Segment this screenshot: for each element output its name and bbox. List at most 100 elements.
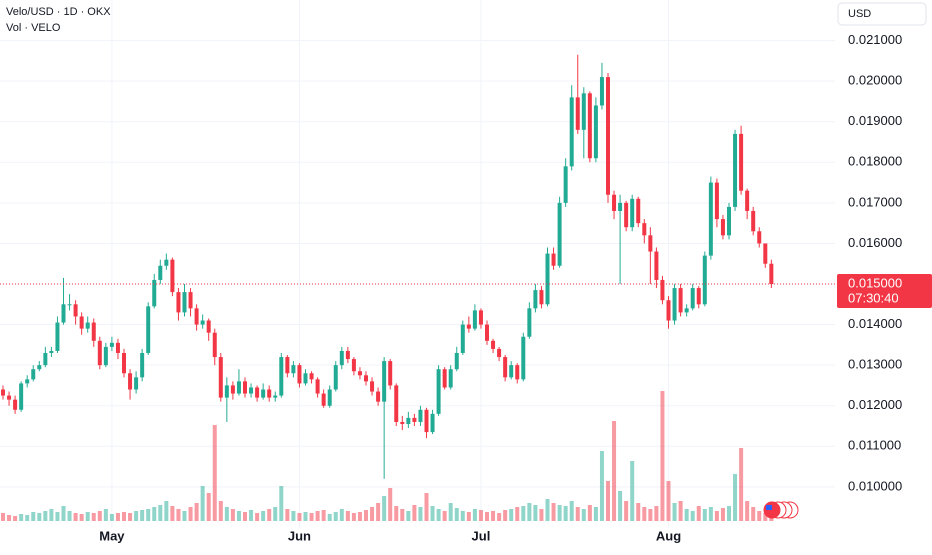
candle-body — [509, 365, 514, 378]
y-tick-label: 0.019000 — [848, 113, 902, 128]
volume-bar — [581, 509, 586, 521]
candle-body — [599, 77, 604, 106]
y-tick-label: 0.020000 — [848, 73, 902, 88]
candle-body — [351, 359, 356, 372]
currency[interactable]: USD — [848, 8, 871, 20]
volume-bar — [61, 506, 66, 521]
candle-body — [400, 421, 405, 424]
volume-bar — [67, 511, 72, 521]
candle-body — [587, 93, 592, 159]
volume-bar — [297, 513, 302, 521]
volume-bar — [103, 509, 108, 521]
candle-body — [297, 365, 302, 384]
candle-body — [291, 365, 296, 374]
candle-body — [672, 288, 677, 321]
volume-bar — [388, 488, 393, 521]
candle-body — [630, 198, 635, 228]
volume-bar — [702, 509, 707, 521]
volume-bar — [727, 506, 731, 521]
candle-body — [103, 346, 108, 366]
volume-bar — [612, 421, 617, 521]
candle-body — [303, 373, 308, 384]
volume-bar — [606, 481, 610, 521]
volume-bar — [491, 511, 496, 521]
candle-body — [727, 206, 731, 236]
volume-bar — [448, 503, 453, 521]
volume-bar — [563, 506, 568, 521]
volume-bar — [382, 496, 387, 521]
volume-bar — [503, 510, 508, 521]
volume-bar — [624, 501, 629, 521]
candle-body — [333, 365, 338, 390]
volume-bar — [176, 509, 181, 521]
volume-bar — [19, 514, 24, 521]
volume-bar — [515, 507, 520, 521]
volume-bar — [206, 493, 211, 521]
volume-bar — [200, 486, 205, 521]
volume-bar — [599, 451, 604, 521]
volume-bar — [394, 506, 399, 521]
volume-bar — [224, 507, 229, 521]
candle-body — [345, 350, 350, 360]
candle-body — [218, 357, 223, 398]
volume-bar — [273, 507, 278, 521]
volume-bar — [654, 506, 659, 521]
volume-bar — [351, 513, 356, 521]
volume-bar — [158, 505, 163, 521]
volume-bar — [720, 508, 725, 521]
candle-body — [97, 340, 102, 366]
candle-body — [690, 288, 695, 309]
volume-bar — [79, 514, 84, 521]
candle-body — [1, 389, 5, 396]
candle-body — [714, 182, 719, 220]
volume-bar — [478, 510, 483, 521]
candle-body — [43, 352, 48, 366]
candle-body — [557, 202, 562, 266]
candle-body — [200, 320, 205, 325]
candle-body — [593, 105, 598, 159]
volume-bar — [527, 503, 532, 521]
candle-body — [376, 391, 381, 402]
candle-body — [612, 194, 617, 211]
volume-bar — [714, 511, 719, 521]
candle-body — [194, 308, 199, 325]
volume-bar — [249, 510, 254, 521]
candle-body — [497, 348, 502, 358]
candle-body — [539, 290, 544, 305]
candle-body — [212, 332, 217, 358]
y-tick-label: 0.011000 — [848, 438, 901, 453]
volume-bar — [73, 513, 78, 521]
candle-body — [61, 304, 66, 323]
last-price-label: 0.015000 — [848, 275, 902, 290]
candle-body — [696, 288, 701, 305]
candle-body — [206, 320, 211, 333]
candle-body — [660, 279, 665, 301]
candle-body — [134, 377, 139, 390]
candle-body — [140, 352, 145, 378]
candle-body — [267, 389, 272, 398]
candle-body — [31, 369, 36, 380]
flag-icon — [763, 501, 799, 519]
candle-body — [412, 417, 417, 422]
y-tick-label: 0.018000 — [848, 154, 902, 169]
volume-bar — [466, 512, 471, 521]
volume-bar — [472, 509, 477, 521]
candle-body — [769, 263, 774, 285]
volume-bar — [539, 509, 544, 521]
volume-bar — [146, 509, 151, 521]
currency-box[interactable] — [837, 2, 927, 26]
volume-bar — [303, 512, 308, 521]
x-tick-label: Aug — [656, 528, 681, 543]
candle-body — [91, 322, 96, 341]
volume-bar — [236, 511, 241, 521]
candle-body — [224, 385, 229, 398]
candle-body — [678, 288, 683, 313]
volume-bar — [551, 503, 556, 521]
volume-bar — [140, 510, 145, 521]
candle-body — [745, 190, 750, 211]
candle-body — [109, 342, 114, 347]
candle-body — [424, 409, 429, 433]
candle-body — [357, 371, 362, 376]
candle-body — [418, 409, 423, 422]
candle-body — [406, 417, 411, 424]
